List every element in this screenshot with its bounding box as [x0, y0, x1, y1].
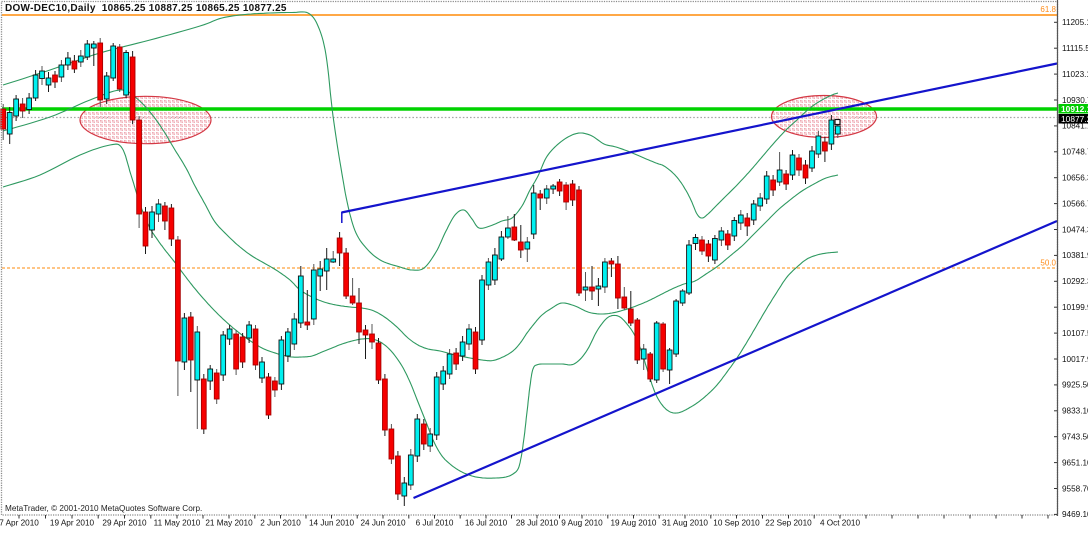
svg-text:9 Aug 2010: 9 Aug 2010 — [561, 519, 603, 528]
svg-text:31 Aug 2010: 31 Aug 2010 — [662, 519, 708, 528]
svg-text:11 May 2010: 11 May 2010 — [154, 519, 201, 528]
svg-text:21 May 2010: 21 May 2010 — [205, 519, 253, 528]
svg-text:10199.9: 10199.9 — [1062, 303, 1088, 312]
svg-text:7 Apr 2010: 7 Apr 2010 — [0, 519, 39, 528]
svg-text:10566.7: 10566.7 — [1062, 199, 1088, 208]
svg-text:22 Sep 2010: 22 Sep 2010 — [765, 519, 812, 528]
svg-text:10748.7: 10748.7 — [1062, 148, 1088, 157]
svg-text:28 Jul 2010: 28 Jul 2010 — [516, 519, 559, 528]
svg-text:24 Jun 2010: 24 Jun 2010 — [360, 519, 406, 528]
svg-text:29 Apr 2010: 29 Apr 2010 — [102, 519, 147, 528]
svg-text:9833.10: 9833.10 — [1062, 407, 1088, 416]
svg-text:19 Aug 2010: 19 Aug 2010 — [611, 519, 657, 528]
svg-text:9743.50: 9743.50 — [1062, 433, 1088, 442]
svg-text:9558.70: 9558.70 — [1062, 484, 1088, 493]
svg-text:10381.9: 10381.9 — [1062, 251, 1088, 260]
svg-text:14 Jun 2010: 14 Jun 2010 — [309, 519, 355, 528]
svg-text:10877.2: 10877.2 — [1061, 114, 1088, 124]
svg-text:MetaTrader, © 2001-2010 MetaQu: MetaTrader, © 2001-2010 MetaQuotes Softw… — [5, 504, 202, 513]
svg-text:10017.9: 10017.9 — [1062, 355, 1088, 364]
svg-text:10912.1: 10912.1 — [1061, 104, 1088, 114]
svg-text:DOW-DEC10,Daily 10865.25 1088: DOW-DEC10,Daily 10865.25 10887.25 10865.… — [5, 3, 287, 14]
svg-text:11205.1: 11205.1 — [1062, 18, 1088, 27]
svg-text:10292.3: 10292.3 — [1062, 277, 1088, 286]
svg-text:16 Jul 2010: 16 Jul 2010 — [465, 519, 508, 528]
svg-text:19 Apr 2010: 19 Apr 2010 — [50, 519, 95, 528]
svg-text:9651.10: 9651.10 — [1062, 458, 1088, 467]
svg-text:9469.10: 9469.10 — [1062, 510, 1088, 519]
svg-text:11115.5: 11115.5 — [1062, 44, 1088, 53]
svg-text:10 Sep 2010: 10 Sep 2010 — [713, 519, 760, 528]
svg-text:10656.3: 10656.3 — [1062, 174, 1088, 183]
svg-text:61.8: 61.8 — [1040, 5, 1056, 14]
svg-text:11023.1: 11023.1 — [1062, 70, 1088, 79]
svg-text:9925.50: 9925.50 — [1062, 381, 1088, 390]
svg-text:2 Jun 2010: 2 Jun 2010 — [260, 519, 301, 528]
svg-text:4 Oct 2010: 4 Oct 2010 — [820, 519, 861, 528]
svg-text:10474.3: 10474.3 — [1062, 225, 1088, 234]
svg-text:10107.5: 10107.5 — [1062, 329, 1088, 338]
svg-text:50.0: 50.0 — [1040, 259, 1056, 268]
svg-text:6 Jul 2010: 6 Jul 2010 — [416, 519, 454, 528]
